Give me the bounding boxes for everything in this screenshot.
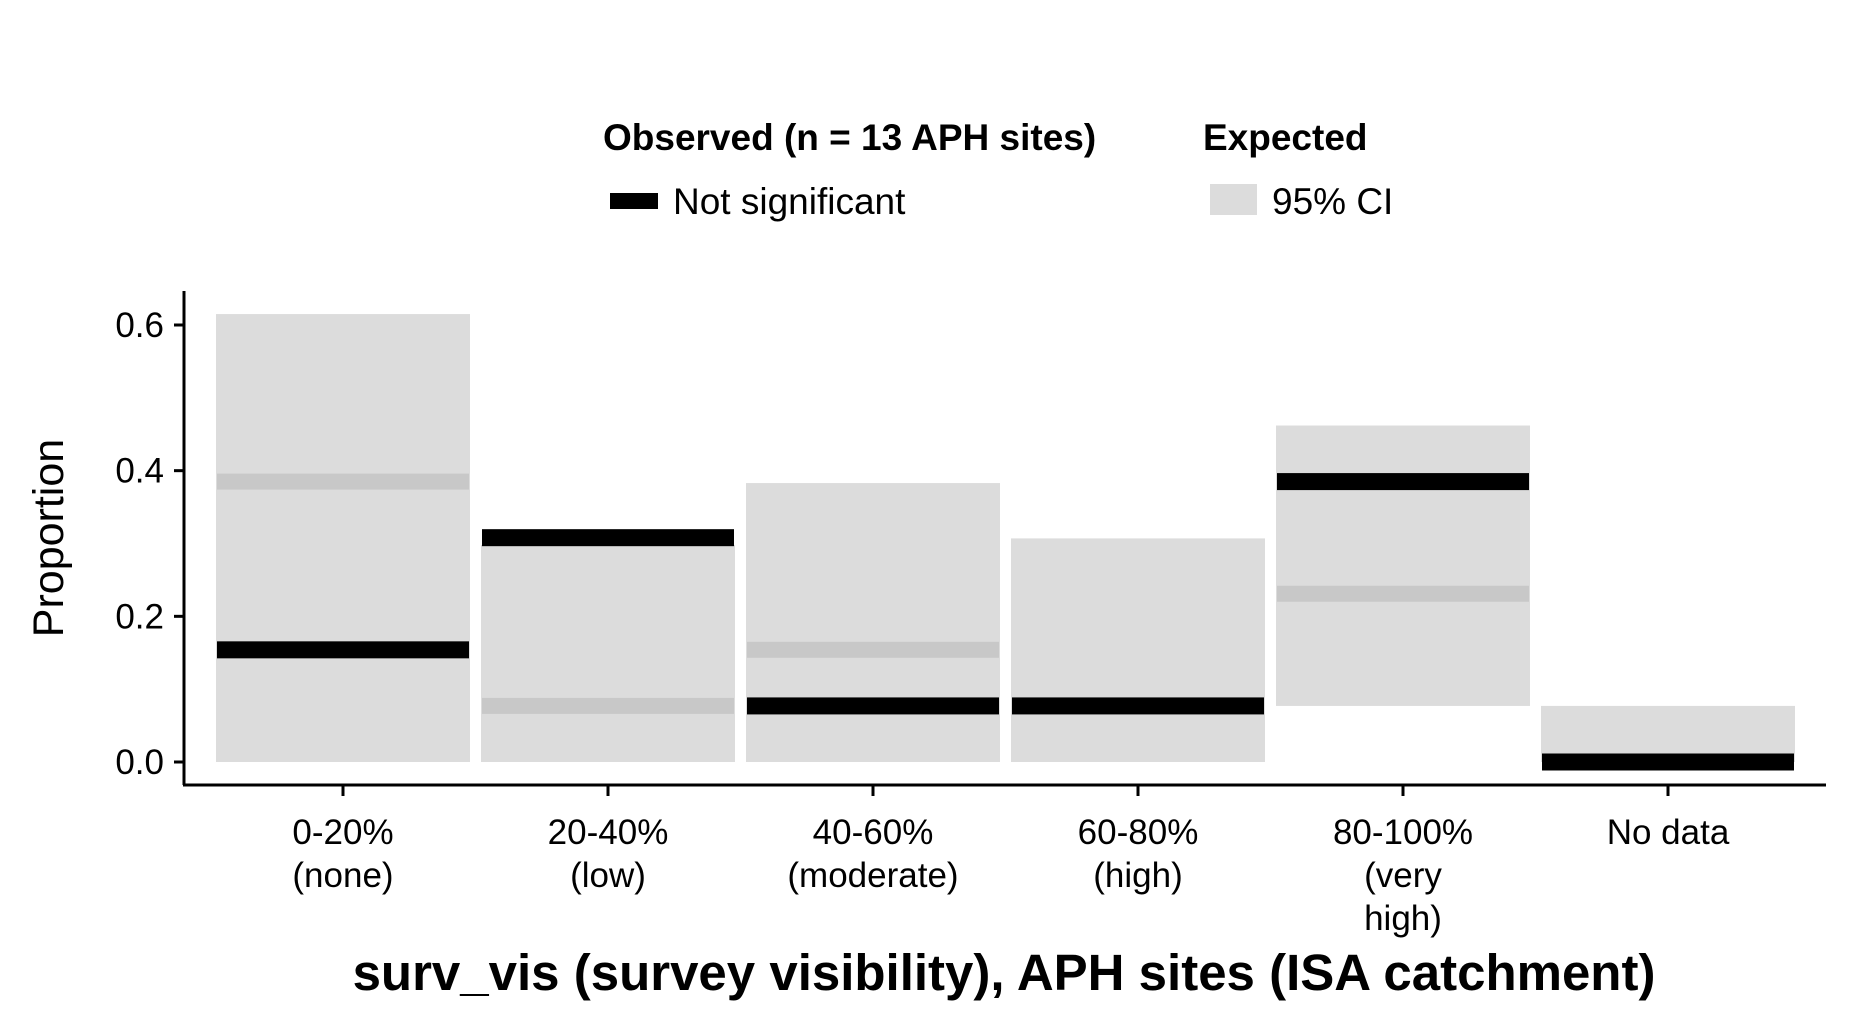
legend-observed-key — [610, 193, 658, 209]
x-tick-label: (low) — [570, 856, 646, 895]
expected-mean-5 — [1277, 585, 1529, 602]
x-tick-label: 20-40% — [548, 813, 669, 852]
x-tick-label: 60-80% — [1078, 813, 1199, 852]
x-tick-label: high) — [1364, 899, 1442, 938]
x-tick-label: 40-60% — [813, 813, 934, 852]
x-tick-label: 0-20% — [292, 813, 393, 852]
ci-band-3 — [746, 483, 1000, 762]
y-tick-label: 0.6 — [115, 306, 164, 345]
observed-bar-1 — [217, 641, 469, 659]
x-tick-label: (none) — [292, 856, 393, 895]
y-axis-title: Proportion — [25, 439, 73, 637]
observed-bar-4 — [1012, 697, 1264, 715]
y-ticks: 0.0 0.2 0.4 0.6 — [115, 306, 184, 782]
expected-mean-2 — [482, 697, 734, 714]
ci-band-6 — [1541, 705, 1795, 762]
ci-band-2 — [481, 544, 735, 762]
legend-expected-key — [1210, 184, 1257, 215]
x-ticks: 0-20% (none) 20-40% (low) 40-60% (moderate) 60… — [292, 785, 1730, 938]
legend: Observed (n = 13 APH sites) Not signific… — [603, 117, 1393, 222]
observed-bar-6 — [1542, 753, 1794, 771]
x-axis-title: surv_vis (survey visibility), APH sites … — [353, 944, 1656, 1001]
x-tick-label: (moderate) — [787, 856, 958, 895]
legend-expected-entry: 95% CI — [1272, 181, 1393, 222]
legend-expected-title: Expected — [1203, 117, 1368, 158]
ci-band-5 — [1276, 425, 1530, 706]
y-tick-label: 0.4 — [115, 452, 164, 491]
observed-bar-3 — [747, 697, 999, 715]
expected-mean-3 — [747, 641, 999, 658]
observed-bar-2 — [482, 529, 734, 547]
x-tick-label: (high) — [1093, 856, 1182, 895]
expected-mean-layer — [217, 473, 1529, 714]
x-tick-label: No data — [1607, 813, 1730, 852]
ci-band-layer — [216, 314, 1795, 762]
legend-observed-entry: Not significant — [673, 181, 906, 222]
observed-bar-5 — [1277, 473, 1529, 491]
ci-band-4 — [1011, 538, 1265, 762]
ci-band-1 — [216, 314, 470, 762]
x-tick-label: 80-100% — [1333, 813, 1473, 852]
y-tick-label: 0.2 — [115, 597, 164, 636]
observed-layer — [217, 473, 1794, 771]
expected-mean-1 — [217, 473, 469, 490]
x-tick-label: (very — [1364, 856, 1442, 895]
legend-observed-title: Observed (n = 13 APH sites) — [603, 117, 1096, 158]
y-tick-label: 0.0 — [115, 743, 164, 782]
